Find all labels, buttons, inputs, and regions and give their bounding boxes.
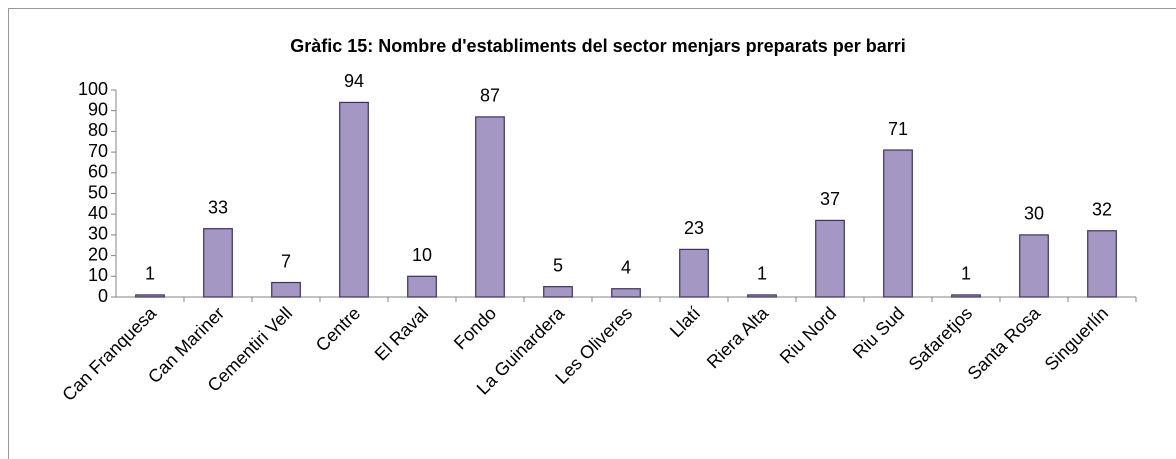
y-tick-label: 60 (88, 162, 108, 182)
bar (1087, 230, 1117, 298)
bar (1019, 234, 1049, 298)
bar (611, 288, 641, 298)
bar (747, 294, 777, 298)
value-label: 32 (1092, 200, 1112, 220)
value-label: 33 (208, 197, 228, 217)
bar (679, 248, 709, 298)
bar (271, 281, 301, 298)
bar (815, 219, 845, 298)
value-label: 94 (344, 71, 364, 91)
bar (475, 116, 505, 298)
value-label: 1 (757, 264, 767, 284)
y-tick-label: 10 (88, 265, 108, 285)
y-tick-label: 20 (88, 244, 108, 264)
bar (883, 149, 913, 298)
value-label: 10 (412, 245, 432, 265)
value-label: 30 (1024, 204, 1044, 224)
y-tick-label: 100 (78, 79, 108, 99)
y-tick-label: 90 (88, 99, 108, 119)
bar (203, 228, 233, 298)
chart-frame (8, 8, 1176, 459)
bar (543, 286, 573, 298)
bar (135, 294, 165, 298)
value-label: 71 (888, 119, 908, 139)
value-label: 23 (684, 218, 704, 238)
value-label: 1 (145, 264, 155, 284)
value-label: 1 (961, 264, 971, 284)
value-label: 4 (621, 257, 631, 277)
bar (951, 294, 981, 298)
value-label: 5 (553, 255, 563, 275)
y-tick-label: 80 (88, 120, 108, 140)
chart-title: Gràfic 15: Nombre d'establiments del sec… (290, 36, 906, 56)
value-label: 7 (281, 251, 291, 271)
value-label: 87 (480, 86, 500, 106)
y-tick-label: 70 (88, 141, 108, 161)
y-tick-label: 0 (98, 286, 108, 306)
bar (339, 101, 369, 298)
y-tick-label: 30 (88, 224, 108, 244)
bar (407, 275, 437, 298)
y-tick-label: 50 (88, 182, 108, 202)
y-tick-label: 40 (88, 203, 108, 223)
value-label: 37 (820, 189, 840, 209)
